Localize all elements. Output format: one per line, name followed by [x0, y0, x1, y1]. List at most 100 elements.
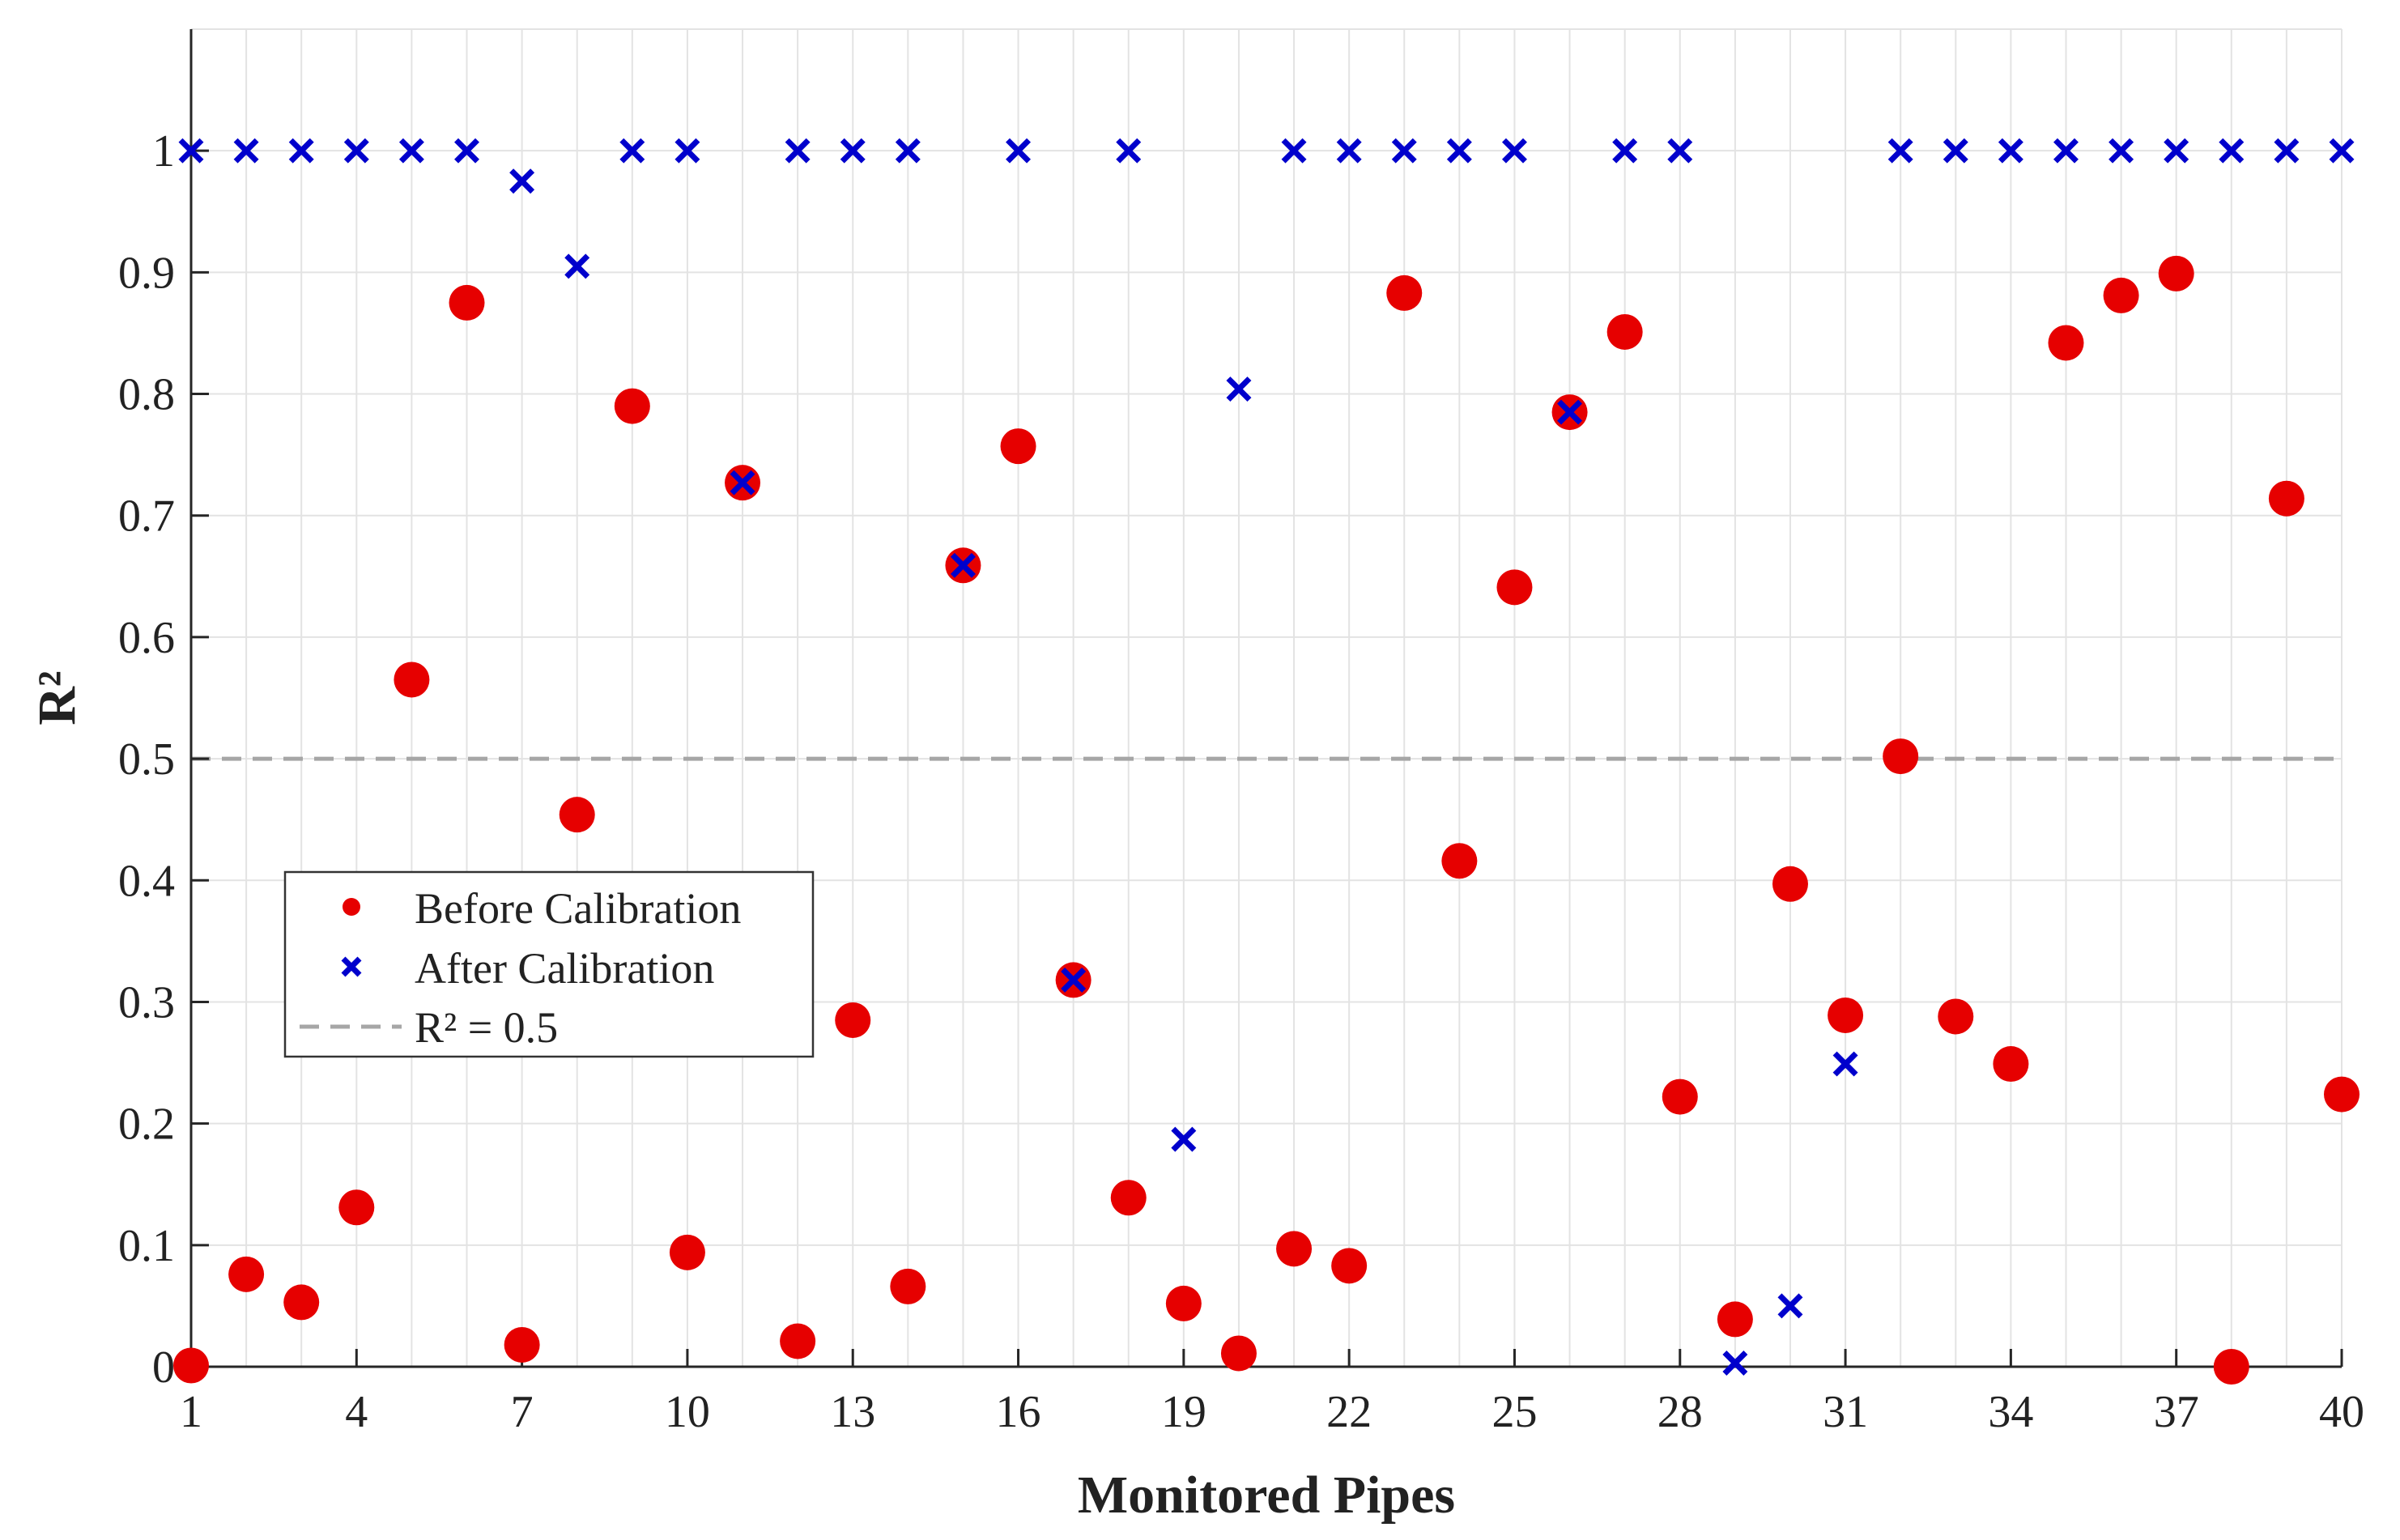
after-calibration-point — [1006, 138, 1032, 164]
x-tick-labels: 1 4 7 10 13 16 19 22 25 28 31 34 37 40 — [180, 1387, 2364, 1437]
y-tick-label: 1 — [152, 126, 175, 177]
before-calibration-point — [1220, 1335, 1257, 1372]
y-tick-label: 0.9 — [118, 248, 175, 298]
before-calibration-point — [2268, 480, 2304, 517]
before-calibration-point — [1110, 1180, 1147, 1216]
before-calibration-point — [1276, 1231, 1313, 1267]
before-calibration-point — [614, 388, 650, 424]
after-calibration-point — [1391, 138, 1417, 164]
after-calibration-point — [730, 470, 755, 496]
before-calibration-point — [890, 1268, 926, 1304]
x-tick-label: 40 — [2319, 1387, 2364, 1437]
after-calibration-point — [454, 138, 479, 164]
before-calibration-point — [1938, 998, 1974, 1035]
before-calibration-point — [338, 1189, 375, 1226]
x-tick-label: 4 — [345, 1387, 368, 1437]
after-calibration-point — [1612, 138, 1638, 164]
before-calibration-point — [1606, 313, 1643, 350]
before-calibration-point — [394, 662, 430, 698]
after-calibration-point — [2053, 138, 2079, 164]
y-tick-label: 0 — [152, 1342, 175, 1393]
after-calibration-point — [1887, 138, 1913, 164]
after-calibration-point — [1061, 967, 1087, 993]
after-calibration-point — [950, 552, 976, 578]
legend-before-marker — [343, 898, 360, 916]
after-calibration-point — [2164, 138, 2189, 164]
after-calibration-point — [288, 138, 314, 164]
before-calibration-point — [780, 1323, 816, 1359]
x-tick-label: 25 — [1491, 1387, 1537, 1437]
before-calibration-point — [1993, 1046, 2029, 1083]
y-tick-label: 0.1 — [118, 1221, 175, 1271]
after-calibration-point — [1501, 138, 1527, 164]
before-calibration-point — [1883, 738, 1919, 775]
before-calibration-point — [1496, 569, 1533, 606]
before-calibration-point — [228, 1256, 265, 1292]
x-tick-label: 16 — [996, 1387, 1041, 1437]
legend: Before Calibration After Calibration R² … — [283, 870, 815, 1058]
y-tick-label: 0.8 — [118, 370, 175, 420]
series-after-calibration — [178, 138, 2355, 1376]
legend-before-label: Before Calibration — [415, 884, 741, 933]
after-calibration-point — [1226, 376, 1252, 402]
before-calibration-point — [1717, 1301, 1753, 1338]
grid — [190, 28, 2343, 1368]
after-calibration-point — [2219, 138, 2245, 164]
after-calibration-point — [1336, 138, 1362, 164]
before-calibration-point — [1828, 997, 1864, 1033]
after-calibration-point — [895, 138, 921, 164]
after-calibration-point — [1446, 138, 1472, 164]
y-tick-label: 0.5 — [118, 734, 175, 785]
before-calibration-point — [1165, 1285, 1202, 1321]
after-calibration-point — [1722, 1351, 1748, 1376]
y-tick-label: 0.6 — [118, 613, 175, 663]
after-calibration-point — [398, 138, 424, 164]
x-tick-label: 7 — [511, 1387, 534, 1437]
x-tick-label: 37 — [2154, 1387, 2199, 1437]
before-calibration-point — [2324, 1076, 2360, 1112]
legend-reference-label: R² = 0.5 — [415, 1003, 558, 1052]
legend-after-label: After Calibration — [415, 944, 714, 993]
before-calibration-point — [835, 1002, 871, 1038]
after-calibration-point — [2109, 138, 2134, 164]
after-calibration-point — [1281, 138, 1307, 164]
after-calibration-point — [233, 138, 259, 164]
x-tick-label: 19 — [1161, 1387, 1206, 1437]
y-tick-label: 0.3 — [118, 977, 175, 1027]
after-calibration-point — [619, 138, 645, 164]
before-calibration-point — [1000, 428, 1036, 465]
after-calibration-point — [343, 138, 369, 164]
x-tick-label: 28 — [1657, 1387, 1703, 1437]
before-calibration-point — [1772, 866, 1808, 902]
before-calibration-point — [1386, 274, 1423, 311]
after-calibration-point — [674, 138, 700, 164]
after-calibration-point — [178, 138, 204, 164]
before-calibration-point — [2103, 277, 2139, 313]
x-axis-title: Monitored Pipes — [1078, 1466, 1455, 1525]
x-tick-label: 1 — [180, 1387, 202, 1437]
after-calibration-point — [1943, 138, 1968, 164]
y-tick-label: 0.7 — [118, 491, 175, 542]
after-calibration-point — [785, 138, 811, 164]
after-calibration-point — [1116, 138, 1142, 164]
y-tick-label: 0.2 — [118, 1100, 175, 1150]
legend-after-marker — [341, 956, 362, 977]
y-tick-label: 0.4 — [118, 856, 175, 906]
after-calibration-point — [1832, 1051, 1858, 1077]
y-tick-labels: 0 0.1 0.2 0.3 0.4 0.5 0.6 0.7 0.8 0.9 1 — [118, 126, 175, 1393]
before-calibration-point — [669, 1234, 705, 1270]
series-before-calibration — [173, 255, 2360, 1385]
before-calibration-point — [283, 1284, 320, 1321]
after-calibration-point — [2329, 138, 2355, 164]
before-calibration-point — [2158, 255, 2194, 291]
before-calibration-point — [2048, 325, 2084, 361]
after-calibration-point — [1171, 1126, 1197, 1152]
x-tick-label: 10 — [665, 1387, 710, 1437]
x-tick-label: 31 — [1823, 1387, 1868, 1437]
x-tick-label: 34 — [1988, 1387, 2033, 1437]
after-calibration-point — [509, 168, 535, 194]
before-calibration-point — [559, 797, 595, 833]
before-calibration-point — [1441, 843, 1478, 879]
